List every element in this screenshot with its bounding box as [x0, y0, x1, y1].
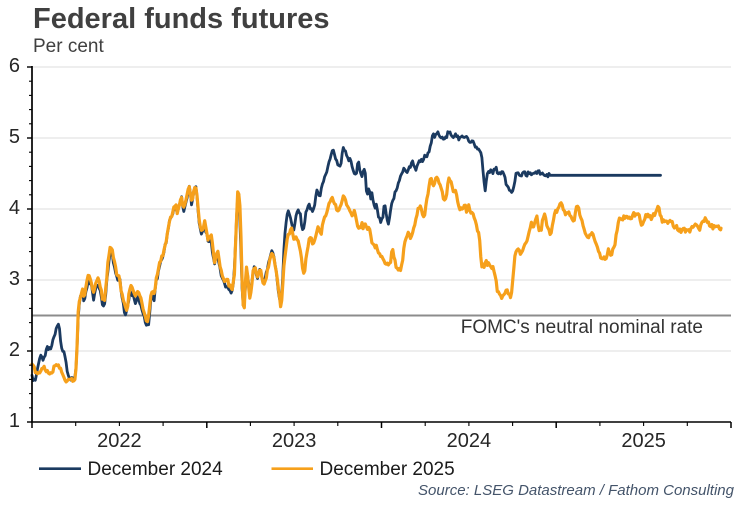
svg-text:5: 5 [9, 126, 20, 148]
svg-text:3: 3 [9, 268, 20, 290]
svg-text:2024: 2024 [447, 430, 492, 452]
svg-text:2025: 2025 [621, 430, 666, 452]
svg-text:4: 4 [9, 197, 20, 219]
svg-text:December 2025: December 2025 [320, 459, 455, 480]
svg-text:2023: 2023 [272, 430, 317, 452]
svg-text:Federal funds futures: Federal funds futures [33, 3, 330, 35]
svg-text:Per cent: Per cent [33, 36, 104, 57]
svg-text:December 2024: December 2024 [88, 459, 224, 480]
svg-text:2022: 2022 [97, 430, 142, 452]
svg-text:Source: LSEG Datastream / Fath: Source: LSEG Datastream / Fathom Consult… [418, 482, 735, 499]
svg-text:2: 2 [9, 339, 20, 361]
svg-text:6: 6 [9, 55, 20, 77]
svg-text:FOMC's neutral nominal rate: FOMC's neutral nominal rate [461, 317, 703, 338]
svg-text:1: 1 [9, 410, 20, 432]
